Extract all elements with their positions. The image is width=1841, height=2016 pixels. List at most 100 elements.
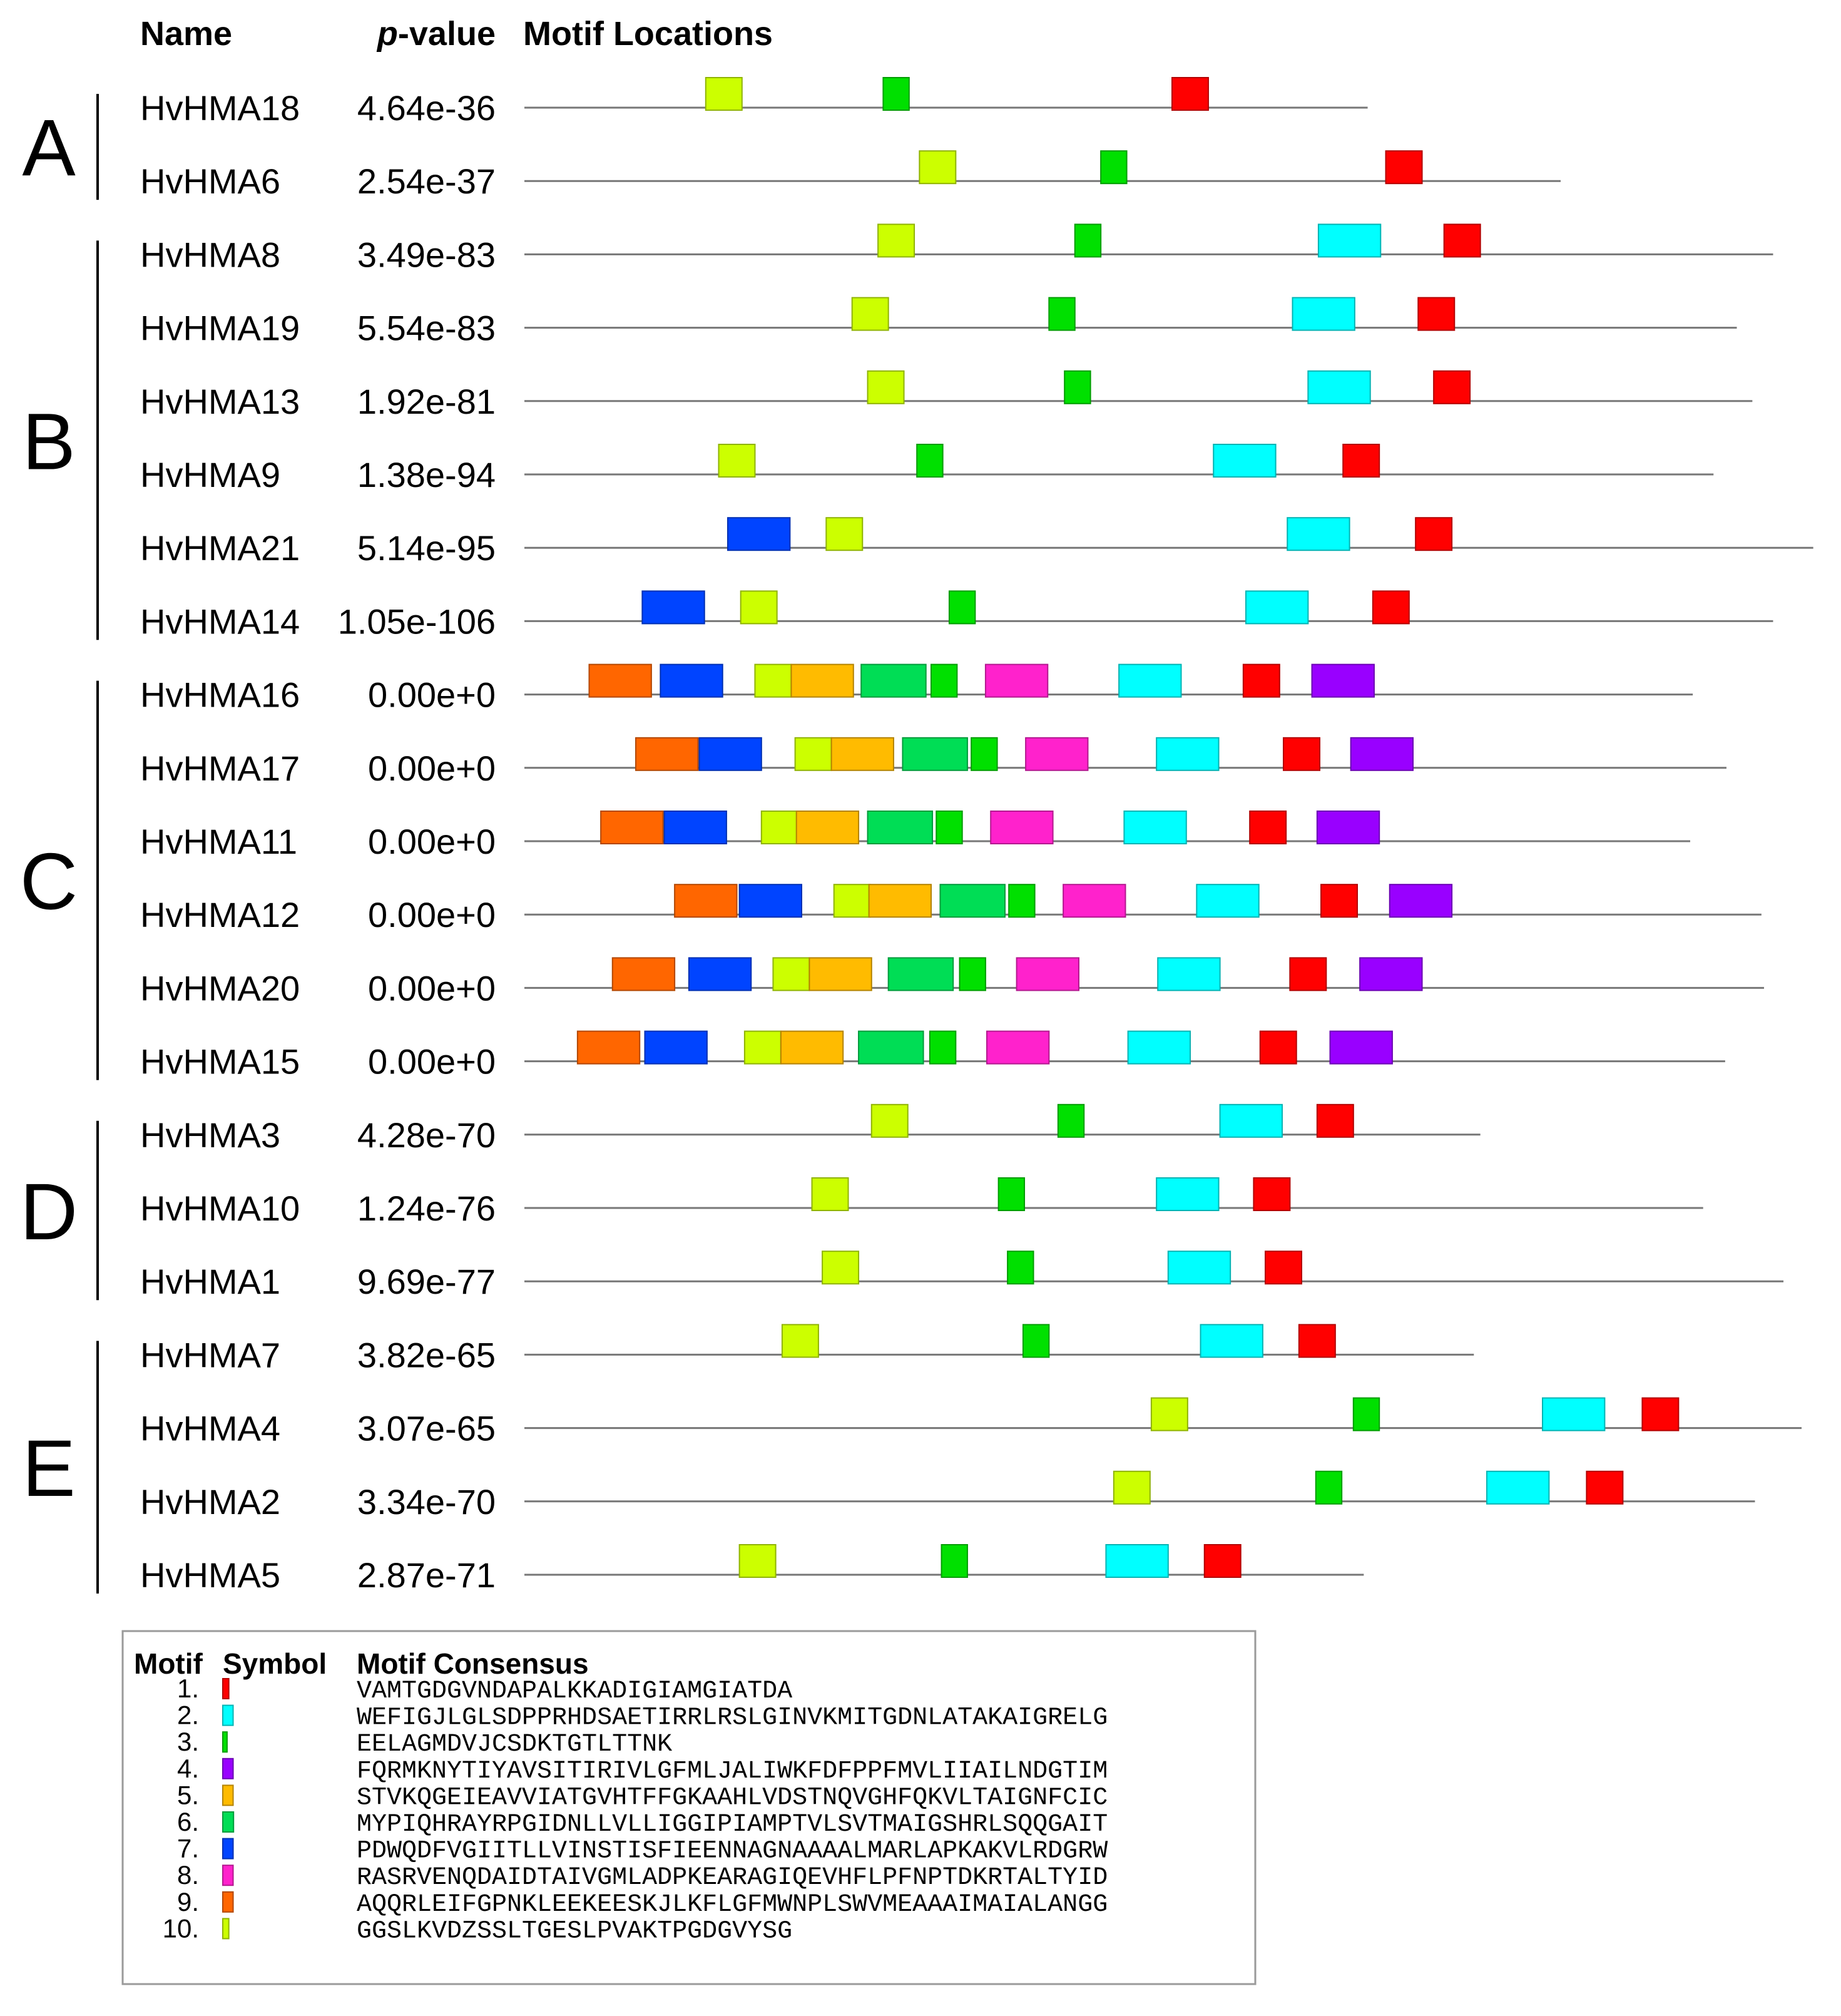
motif-3-box [1048,297,1076,331]
motif-10-box [754,663,792,698]
motif-4-box [1316,811,1380,844]
motif-2-box [1127,1030,1191,1065]
motif-1-box [1283,737,1320,771]
motif-7-box [698,737,762,771]
legend-motif-number: 1. [177,1674,199,1703]
sequence-pvalue: 4.28e-70 [357,1115,496,1155]
motif-2-box [1287,517,1350,551]
sequence-pvalue: 3.82e-65 [357,1335,496,1374]
sequence-name: HvHMA13 [140,382,300,421]
group-brackets: A B C D E [20,94,99,1594]
motif-9-box [588,663,652,698]
motif-10-box [1150,1397,1188,1431]
motif-4-box [1389,884,1453,918]
legend-item: 8. RASRVENQDAIDTAIVGMLADPKEARAGIQEVHFLPFN… [177,1860,1108,1892]
legend-motif-number: 5. [177,1780,199,1809]
group-a: A [22,94,99,200]
sequence-row: HvHMA8 3.49e-83 [140,223,1773,274]
motif-3-box [1064,370,1091,404]
sequence-pvalue: 9.69e-77 [357,1262,496,1301]
sequence-name: HvHMA5 [140,1555,280,1595]
motif-10-box [919,150,957,185]
sequence-pvalue: 1.38e-94 [357,455,496,494]
motif-8-box [990,811,1054,844]
motif-4-box [1350,737,1414,771]
sequence-row: HvHMA18 4.64e-36 [140,77,1368,128]
motif-2-box [1196,884,1260,918]
legend-item: 4. FQRMKNYTIYAVSITIRIVLGFMLJALIWKFDFPPFMV… [177,1754,1108,1786]
motif-5-box [808,957,872,991]
sequence-name: HvHMA21 [140,528,300,568]
motif-3-box [948,590,976,625]
sequence-pvalue: 0.00e+0 [368,749,496,788]
motif-6-box [887,957,954,991]
sequence-row: HvHMA14 1.05e-106 [140,590,1773,641]
sequence-name: HvHMA3 [140,1115,280,1155]
motif-2-box [1245,590,1309,625]
motif-2-box [1105,1544,1169,1578]
legend-box [121,1630,1257,1985]
legend-header-motif: Motif [134,1647,203,1680]
sequence-pvalue: 0.00e+0 [368,895,496,934]
motif-1-box [1316,1103,1354,1138]
motif-7-box [641,590,705,625]
motif-10-box [794,737,832,771]
legend-consensus: WEFIGJLGLSDPPRHDSAETIRRLRSLGINVKMITGDNLA… [357,1704,1108,1732]
sequence-pvalue: 5.14e-95 [357,528,496,568]
motif-8-box [1025,737,1089,771]
sequence-row: HvHMA17 0.00e+0 [140,737,1726,788]
sequence-name: HvHMA11 [140,822,297,861]
motif-2-box [1118,663,1182,698]
motif-6-box [867,811,934,844]
group-label: A [22,104,76,193]
header-name: Name [140,15,232,53]
sequence-name: HvHMA19 [140,309,300,348]
motif-8-box [1016,957,1079,991]
motif-10-box [825,517,864,551]
sequence-name: HvHMA12 [140,895,300,934]
sequence-row: HvHMA10 1.24e-76 [140,1177,1703,1228]
motif-3-box [971,737,998,771]
motif-2-box [1200,1324,1263,1358]
motif-10-box [705,77,743,111]
legend-motif-number: 9. [177,1887,199,1916]
motif-1-box [1289,957,1327,991]
motif-10-box [718,444,756,478]
motif-3-box [1074,223,1102,258]
sequence-pvalue: 3.49e-83 [357,235,496,274]
group-d: D [20,1120,99,1301]
motif-3-box [997,1177,1026,1211]
motif-2-box [1292,297,1355,331]
motif-3-box [959,957,986,991]
motif-10-box [760,811,798,844]
legend-symbol-9 [222,1891,234,1913]
motif-10-box [811,1177,849,1211]
legend-item: 3. EELAGMDVJCSDKTGTLTTNK [177,1727,672,1759]
group-label: D [20,1167,78,1257]
sequence-row: HvHMA21 5.14e-95 [140,517,1813,568]
motif-5-box [795,811,860,844]
sequence-row: HvHMA16 0.00e+0 [140,663,1693,715]
sequence-pvalue: 2.87e-71 [357,1555,496,1595]
sequence-row: HvHMA9 1.38e-94 [140,444,1714,494]
legend-consensus: AQQRLEIFGPNKLEEKEESKJLKFLGFMWNPLSWVMEAAA… [357,1891,1108,1919]
motif-3-box [1057,1103,1085,1138]
sequence-name: HvHMA2 [140,1482,280,1522]
group-e: E [22,1341,99,1594]
motif-1-box [1171,77,1209,111]
motif-2-box [1317,223,1382,258]
motif-2-box [1156,1177,1220,1211]
header-pvalue-p: p [376,15,398,53]
sequence-row: HvHMA4 3.07e-65 [140,1397,1802,1448]
motif-3-box [941,1544,968,1578]
motif-7-box [663,811,727,844]
sequence-pvalue: 4.64e-36 [357,88,496,128]
legend-header-consensus: Motif Consensus [357,1647,589,1680]
legend-item: 2. WEFIGJLGLSDPPRHDSAETIRRLRSLGINVKMITGDN… [177,1701,1108,1732]
motif-3-box [1352,1397,1380,1431]
motif-5-box [868,884,932,918]
motif-2-box [1542,1397,1606,1431]
legend-consensus: EELAGMDVJCSDKTGTLTTNK [357,1731,672,1759]
legend-symbol-5 [222,1784,234,1806]
motif-2-box [1213,444,1277,478]
